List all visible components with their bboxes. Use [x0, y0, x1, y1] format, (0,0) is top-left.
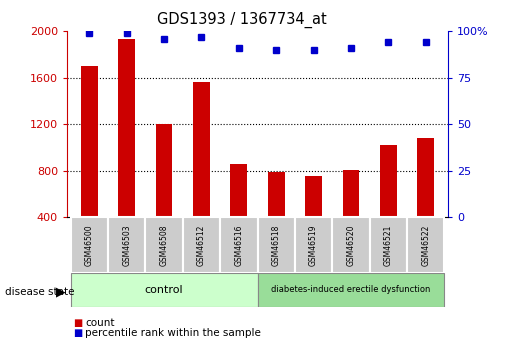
Text: GSM46503: GSM46503: [122, 224, 131, 266]
Bar: [81, 66, 98, 264]
Bar: [295, 217, 332, 273]
Bar: [145, 217, 183, 273]
Text: GSM46516: GSM46516: [234, 224, 243, 266]
Bar: [380, 145, 397, 264]
Text: GSM46520: GSM46520: [347, 224, 355, 266]
Bar: [193, 82, 210, 264]
Text: GSM46522: GSM46522: [421, 224, 430, 266]
Bar: [71, 217, 108, 273]
Text: GSM46521: GSM46521: [384, 224, 393, 266]
Text: ■: ■: [73, 328, 82, 338]
Text: percentile rank within the sample: percentile rank within the sample: [85, 328, 261, 338]
Bar: [230, 164, 247, 264]
Bar: [258, 273, 444, 307]
Text: GSM46512: GSM46512: [197, 224, 206, 266]
Text: count: count: [85, 318, 114, 327]
Bar: [342, 170, 359, 264]
Bar: [183, 217, 220, 273]
Text: GDS1393 / 1367734_at: GDS1393 / 1367734_at: [157, 12, 327, 28]
Bar: [268, 172, 285, 264]
Bar: [258, 217, 295, 273]
Bar: [71, 273, 258, 307]
Bar: [407, 217, 444, 273]
Text: disease state: disease state: [5, 287, 75, 296]
Bar: [118, 39, 135, 264]
Text: GSM46508: GSM46508: [160, 224, 168, 266]
Bar: [370, 217, 407, 273]
Bar: [417, 138, 434, 264]
Bar: [305, 176, 322, 264]
Text: GSM46518: GSM46518: [272, 224, 281, 266]
Text: GSM46500: GSM46500: [85, 224, 94, 266]
Text: diabetes-induced erectile dysfunction: diabetes-induced erectile dysfunction: [271, 285, 431, 294]
Text: GSM46519: GSM46519: [309, 224, 318, 266]
Bar: [220, 217, 258, 273]
Bar: [332, 217, 370, 273]
Text: ■: ■: [73, 318, 82, 327]
Text: ▶: ▶: [56, 285, 65, 298]
Text: control: control: [145, 285, 183, 295]
Bar: [156, 124, 173, 264]
Bar: [108, 217, 145, 273]
